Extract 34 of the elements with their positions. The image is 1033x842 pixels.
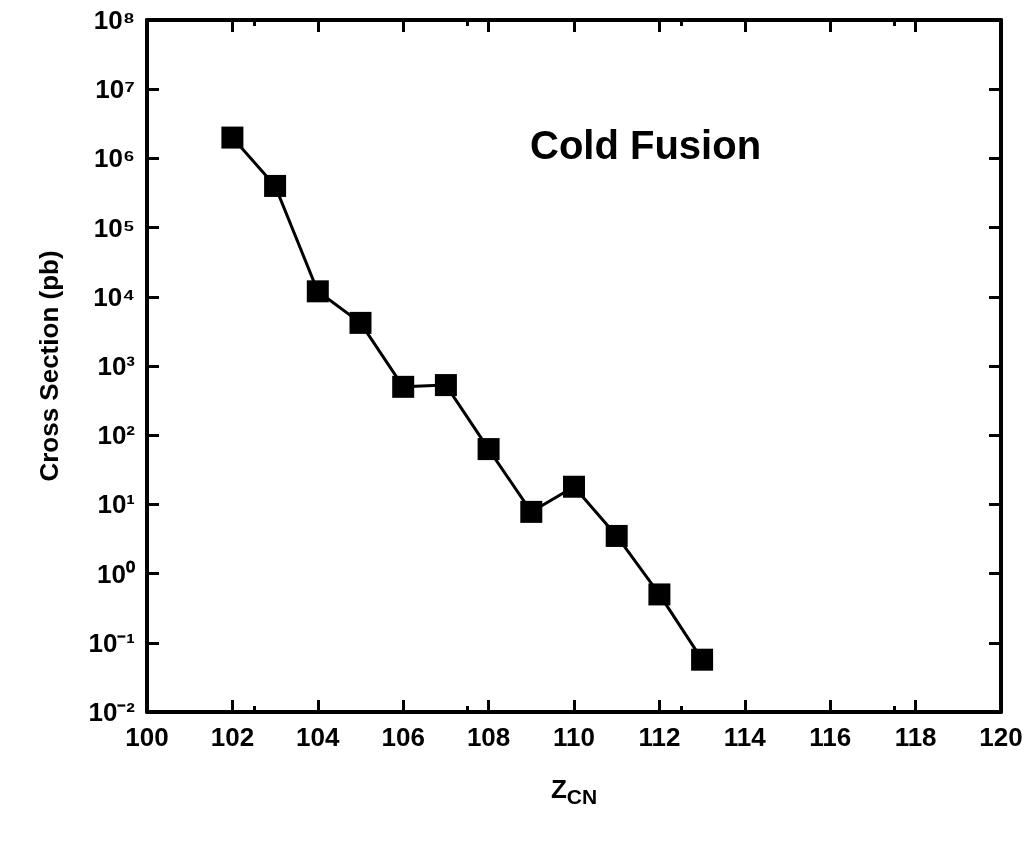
- point: [691, 648, 714, 671]
- y-axis-title: Cross Section (pb): [34, 250, 64, 482]
- x-tick-label: 114: [723, 722, 767, 752]
- y-tick-label: 10¹: [97, 489, 135, 520]
- y-tick-label: 10²: [97, 420, 136, 451]
- point: [221, 126, 244, 149]
- y-tick-label: 10⁷: [95, 74, 135, 105]
- point: [392, 375, 415, 398]
- point: [605, 524, 628, 547]
- x-tick-label: 108: [466, 722, 511, 752]
- point: [434, 374, 457, 397]
- point: [563, 475, 585, 498]
- x-tick-label: 112: [638, 722, 681, 752]
- y-tick-label: 10⁵: [93, 212, 135, 243]
- y-tick-label: 10⁸: [93, 5, 135, 35]
- x-tick-label: 118: [894, 722, 937, 752]
- annotation: Cold Fusion: [530, 123, 762, 167]
- y-tick-label: 10⁶: [94, 143, 135, 174]
- y-tick-label: 10⁰: [97, 558, 136, 589]
- point: [477, 438, 500, 461]
- y-tick-label: 10⁴: [93, 281, 135, 312]
- point: [264, 174, 287, 197]
- x-tick-label: 116: [809, 722, 852, 752]
- x-tick-label: 102: [210, 722, 255, 752]
- x-tick-label: 104: [296, 722, 341, 752]
- point: [306, 280, 329, 303]
- point: [520, 500, 543, 523]
- x-tick-label: 106: [381, 722, 425, 752]
- x-tick-label: 110: [553, 722, 595, 752]
- point: [349, 311, 372, 334]
- y-tick-label: 10⁻¹: [88, 627, 135, 658]
- point: [648, 583, 671, 606]
- x-tick-label: 120: [979, 722, 1023, 752]
- y-tick-label: 10³: [97, 351, 136, 381]
